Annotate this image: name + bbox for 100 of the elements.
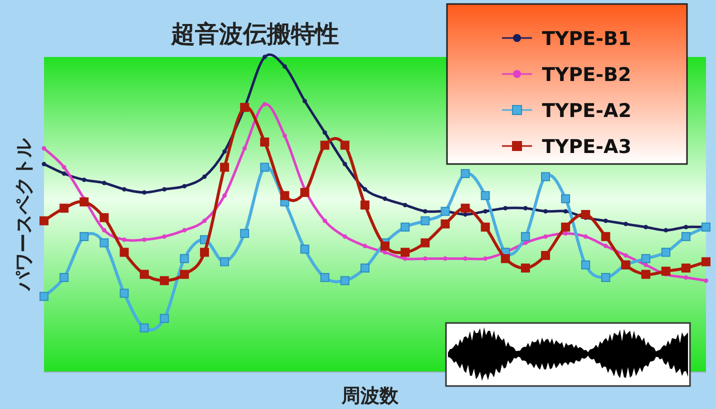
point: [704, 278, 708, 283]
point: [202, 218, 207, 223]
point: [440, 219, 450, 228]
point: [322, 218, 328, 223]
point: [402, 202, 408, 208]
point: [420, 238, 430, 248]
point: [681, 264, 690, 273]
point: [681, 232, 690, 242]
point: [162, 234, 167, 239]
point: [182, 228, 187, 232]
point: [603, 244, 608, 248]
point: [240, 228, 250, 238]
point: [561, 222, 570, 232]
point: [661, 266, 670, 276]
point: [240, 102, 250, 112]
point: [563, 209, 568, 214]
y-axis-title: パワースペクトル: [13, 138, 35, 292]
point: [320, 140, 330, 150]
point: [180, 270, 189, 279]
point: [60, 273, 69, 282]
point: [40, 216, 48, 226]
point: [422, 209, 428, 214]
point: [641, 270, 650, 279]
point: [120, 288, 129, 298]
point: [664, 228, 668, 232]
point: [362, 187, 368, 192]
point: [362, 244, 368, 248]
point: [282, 134, 287, 138]
point: [561, 194, 570, 204]
point: [80, 197, 89, 206]
point: [480, 222, 490, 232]
point: [180, 254, 189, 264]
point: [222, 193, 227, 198]
point: [242, 146, 247, 151]
legend-label: TYPE-A2: [542, 100, 632, 122]
point: [483, 209, 488, 214]
point: [503, 206, 508, 210]
point: [162, 187, 167, 192]
point: [140, 270, 149, 279]
point: [360, 264, 370, 273]
point: [583, 234, 588, 239]
point: [541, 172, 550, 182]
point: [641, 254, 650, 264]
point: [40, 292, 48, 301]
point: [601, 232, 610, 242]
point: [60, 204, 69, 213]
point: [460, 204, 470, 213]
point: [520, 232, 530, 242]
point: [483, 256, 488, 261]
point: [601, 273, 610, 282]
point: [480, 191, 490, 200]
point: [563, 231, 568, 236]
point: [340, 140, 350, 150]
point: [300, 188, 310, 197]
point: [440, 206, 450, 216]
point: [260, 138, 270, 147]
point: [460, 169, 470, 178]
point: [360, 200, 370, 210]
point: [581, 260, 590, 270]
x-axis-title: 周波数: [340, 385, 400, 407]
point: [543, 234, 548, 239]
point: [262, 102, 267, 106]
point: [624, 253, 628, 258]
point: [80, 232, 89, 242]
point: [100, 238, 109, 248]
point: [603, 218, 608, 223]
point: [520, 264, 530, 273]
point: [220, 257, 230, 266]
point: [702, 257, 710, 266]
legend-label: TYPE-B2: [542, 64, 632, 86]
point: [342, 162, 348, 166]
point: [380, 242, 390, 250]
point: [140, 323, 149, 332]
point: [463, 212, 468, 217]
point: [142, 238, 147, 242]
point: [382, 196, 388, 201]
point: [422, 256, 428, 261]
chart-title: 超音波伝搬特性: [170, 20, 339, 48]
point: [102, 228, 106, 232]
point: [62, 165, 66, 170]
point: [543, 209, 548, 214]
point: [222, 149, 227, 154]
point: [420, 216, 430, 226]
point: [122, 238, 126, 242]
point: [302, 98, 307, 104]
point: [220, 162, 230, 172]
point: [322, 130, 328, 135]
point: [262, 54, 267, 60]
point: [42, 162, 46, 166]
point: [200, 248, 209, 257]
point: [400, 248, 410, 257]
point: [260, 162, 270, 172]
point: [443, 256, 448, 261]
point: [644, 262, 648, 268]
point: [62, 171, 66, 176]
point: [340, 276, 350, 286]
point: [684, 224, 688, 230]
point: [82, 178, 86, 182]
point: [342, 234, 348, 239]
point: [142, 190, 147, 195]
